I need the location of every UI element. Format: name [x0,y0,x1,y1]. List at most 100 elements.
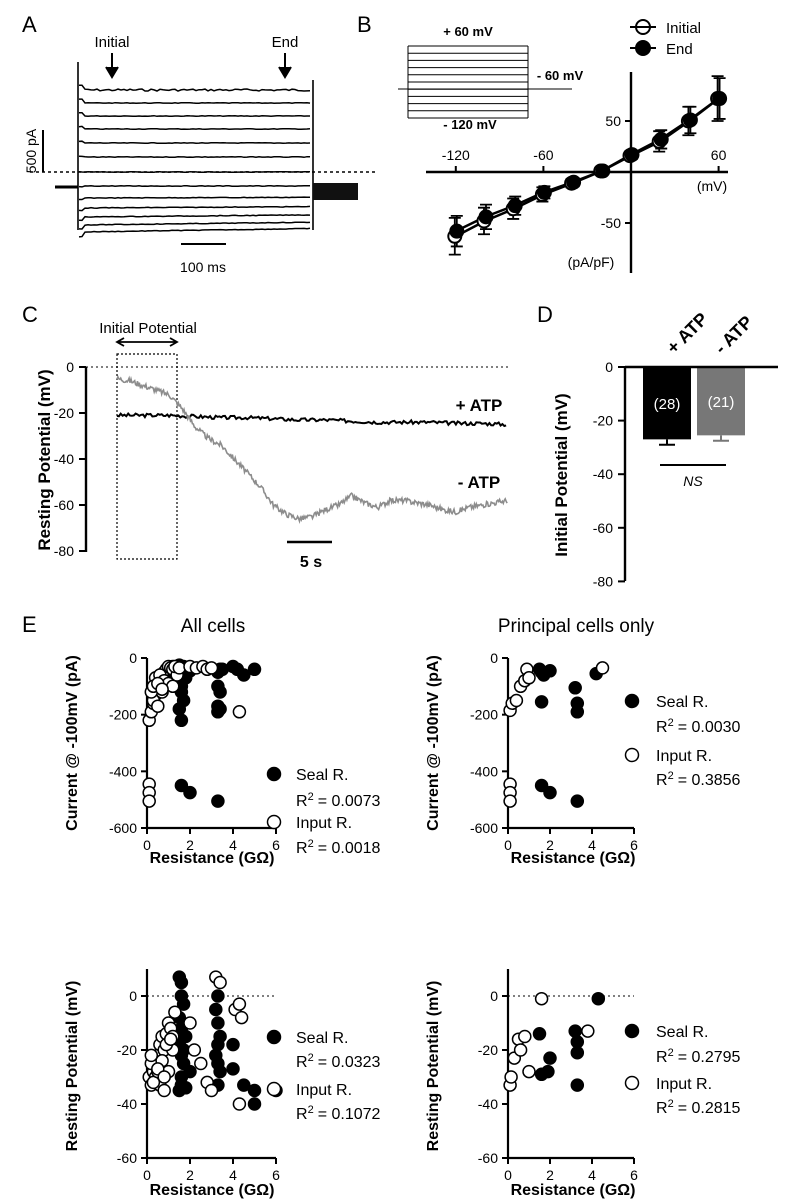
seal-r-point [591,991,606,1006]
input-r-point [232,1097,247,1111]
scatter-x-tick-label: 2 [186,837,194,853]
d-error-bar [659,439,675,446]
scatter-x-tick-label: 0 [504,837,512,853]
seal-r-point [534,695,549,709]
initial-potential-box [116,353,178,560]
e1-legend: Seal R. R2 = 0.0073 Input R. R2 = 0.0018 [266,766,381,857]
scatter-x-tick-label: 4 [229,1167,237,1183]
current-trace [78,221,311,230]
seal-r-point [247,1097,262,1111]
e2-legend-input-marker [624,747,640,763]
e3-legend-input-label: Input R. [296,1082,352,1099]
iv-data-point [536,184,552,200]
seal-r-point [226,1037,240,1052]
d-y-label: Initial Potential (mV) [552,393,571,556]
current-trace [79,196,310,201]
panel-d-bar-chart: 0 -20 -40 -60 -80 Initial Potential (mV) (28… [552,309,778,589]
scatter-x-tick-label: 2 [186,1167,194,1183]
legend-end-label: End [666,41,693,58]
seal-r-point [568,1024,582,1038]
scatter-x-tick-label: 0 [143,1167,151,1183]
e4-legend-input-marker [624,1075,640,1091]
scatter-x-tick-label: 4 [229,837,237,853]
seal-r-point [178,1081,193,1095]
protocol-label-minus120: - 120 mV [443,117,497,132]
e2-legend-seal-r2: R2 = 0.0030 [656,717,741,736]
c-y-tick-label: 0 [66,359,74,375]
seal-r-point [211,705,225,719]
seal-r-point [211,989,225,1003]
e3-scatter-all-cells-potential: 0 2 4 6 0 -20 -40 -60 [117,969,283,1183]
e4-y-label: Resting Potential (mV) [425,981,442,1152]
c-minus-atp-label: - ATP [458,473,501,492]
iv-data-point [507,198,523,214]
e1-scatter-all-cells-current: 0 2 4 6 0 -200 -400 -600 [109,650,280,853]
c-y-tick-label: -60 [54,497,74,513]
end-annotation: End [272,34,299,51]
input-r-point [194,1056,208,1071]
panel-a-current-traces: Initial End 500 pA 100 ms [23,34,378,275]
d-y-tick-label: -40 [593,466,613,482]
panel-label-b: B [357,12,372,37]
e3-legend: Seal R. R2 = 0.0323 Input R. R2 = 0.1072 [266,1029,381,1123]
iv-data-point [653,131,669,147]
scatter-y-tick-label: -200 [470,707,498,723]
scatter-y-tick-label: -600 [109,820,137,836]
current-trace [78,140,311,145]
panel-label-d: D [537,302,553,327]
tail-currents [313,183,358,200]
d-y-tick-label: 0 [605,359,613,375]
e4-legend-seal-r2: R2 = 0.2795 [656,1047,741,1066]
scatter-y-tick-label: 0 [490,988,498,1004]
input-r-point [232,997,247,1011]
scatter-y-tick-label: 0 [490,650,498,666]
protocol-inset: + 60 mV - 60 mV - 120 mV [398,24,583,132]
e2-x-label: Resistance (GΩ) [511,850,636,867]
seal-r-point [568,681,582,695]
e2-legend-input-r2: R2 = 0.3856 [656,770,741,789]
seal-r-point [532,1027,547,1041]
scatter-y-tick-label: -20 [478,1042,498,1058]
scatter-x-tick-label: 2 [546,837,554,853]
e2-scatter-principal-current: 0 2 4 6 0 -200 -400 -600 [470,650,638,853]
scatter-y-tick-label: -40 [117,1096,137,1112]
e4-legend: Seal R. R2 = 0.2795 Input R. R2 = 0.2815 [624,1023,741,1117]
seal-r-point [176,997,191,1011]
e1-x-label: Resistance (GΩ) [150,850,275,867]
current-trace [78,155,310,159]
input-r-point [518,1029,532,1044]
protocol-label-plus60: + 60 mV [443,24,493,39]
scatter-y-tick-label: 0 [129,988,137,1004]
seal-r-point [570,794,585,808]
input-r-point [187,1043,202,1057]
input-r-point [513,1043,528,1057]
c-trace-plus-atp [116,412,507,428]
panel-label-c: C [22,302,38,327]
initial-arrow-icon [105,53,119,79]
input-r-point [595,661,610,675]
input-r-point [204,661,219,675]
iv-x-label: (mV) [697,178,727,194]
d-category-plus-atp: + ATP [663,309,712,358]
scatter-x-tick-label: 6 [272,837,280,853]
e3-x-label: Resistance (GΩ) [150,1182,275,1199]
iv-series-line [455,97,720,233]
iv-x-tick-label: 60 [711,147,727,163]
c-plus-atp-label: + ATP [456,396,503,415]
current-trace [78,84,311,92]
protocol-label-minus60: - 60 mV [537,68,584,83]
c-y-tick-label: -20 [54,405,74,421]
end-arrow-icon [278,53,292,79]
scatter-y-tick-label: -200 [109,707,137,723]
scatter-y-tick-label: -20 [117,1042,137,1058]
e4-legend-input-r2: R2 = 0.2815 [656,1098,741,1117]
d-category-minus-atp: - ATP [711,312,757,358]
scatter-x-tick-label: 0 [143,837,151,853]
current-scalebar-label: 500 pA [23,128,39,173]
seal-r-point [534,778,549,793]
seal-r-point [211,1016,225,1030]
seal-r-point [211,1037,225,1052]
iv-data-point [478,209,494,225]
seal-r-point [213,1064,227,1079]
input-r-point [509,693,524,708]
